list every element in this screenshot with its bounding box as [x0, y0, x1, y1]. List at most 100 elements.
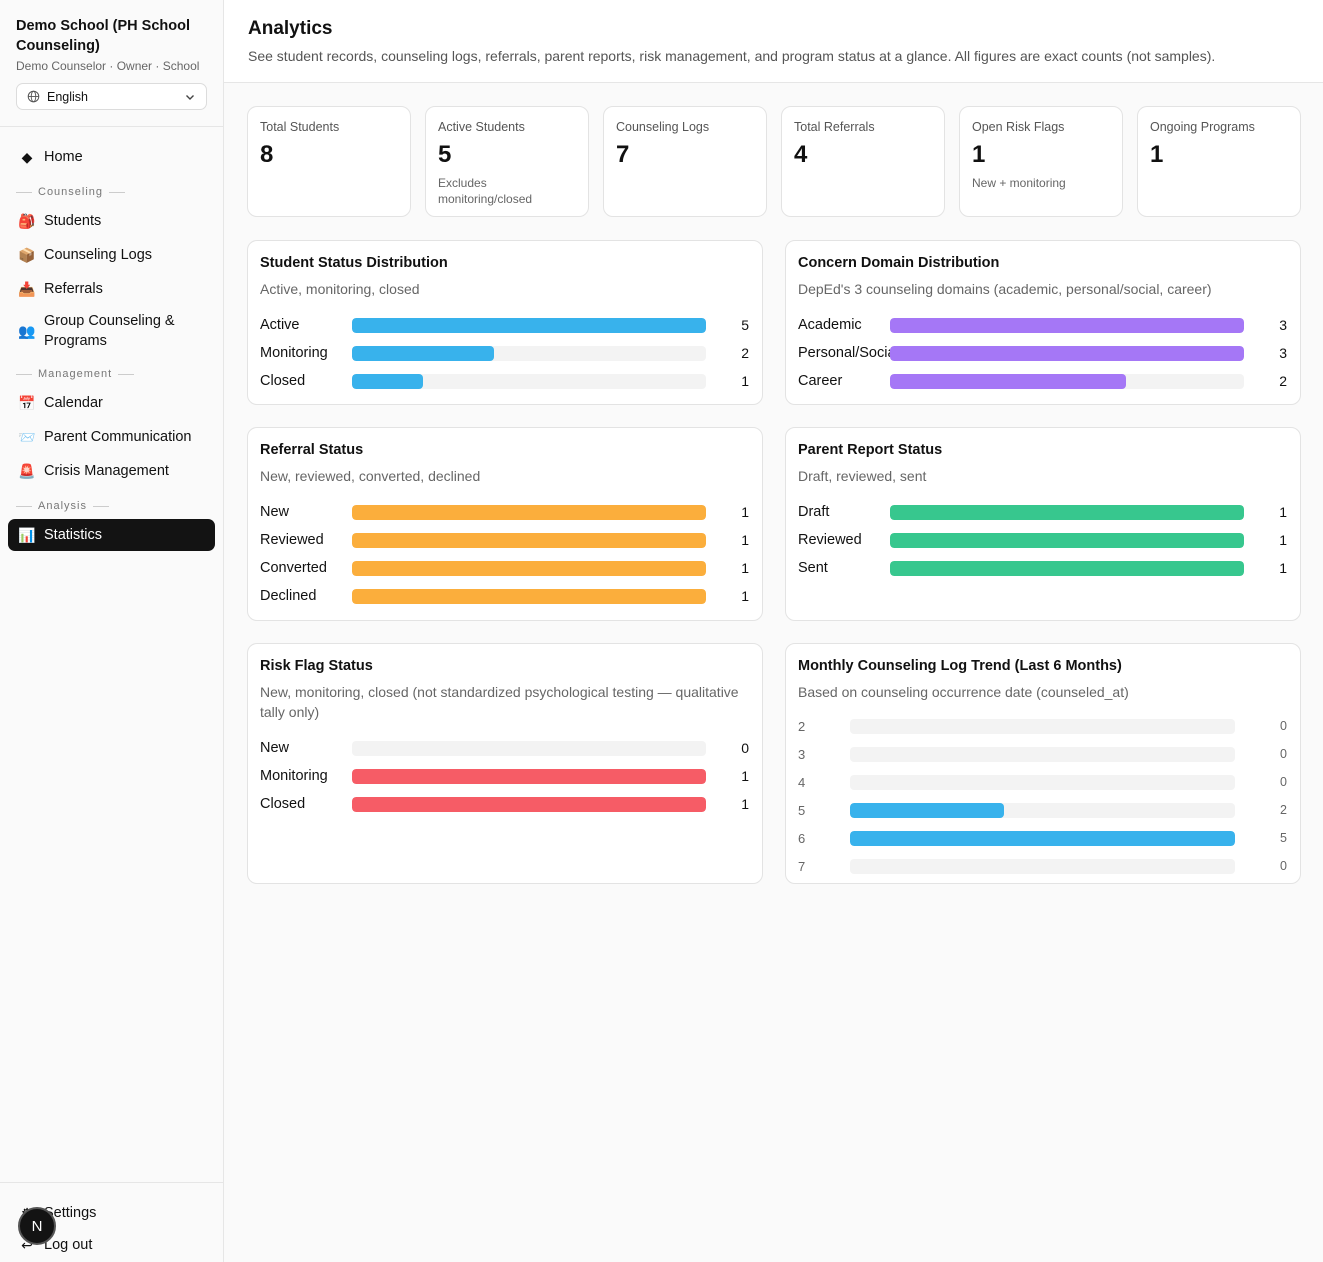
chart-card-concern-domain: Concern Domain Distribution DepEd's 3 co… — [785, 240, 1301, 405]
bar — [352, 588, 706, 604]
bar-value-label: 1 — [741, 588, 749, 604]
bar — [352, 317, 706, 333]
chart-card-monthly-trend: Monthly Counseling Log Trend (Last 6 Mon… — [785, 643, 1301, 884]
bar-value-label: 1 — [741, 796, 749, 812]
bar-track — [850, 774, 1235, 790]
bar — [890, 317, 1244, 333]
page-header: Analytics See student records, counselin… — [224, 0, 1323, 83]
stat-value: 5 — [438, 141, 452, 168]
sidebar-item-label: Calendar — [44, 395, 103, 411]
diamond-icon: ◆ — [21, 148, 33, 165]
bar-value-label: 1 — [741, 373, 749, 389]
bar-value-label: 0 — [1280, 859, 1287, 873]
people-icon: 👥 — [18, 323, 36, 339]
bar — [352, 768, 706, 784]
bar-label: Personal/Social — [798, 345, 890, 361]
sidebar-item-statistics[interactable]: 📊 Statistics — [8, 519, 215, 551]
chart-subtitle: Draft, reviewed, sent — [798, 468, 927, 484]
sidebar-item-counseling-logs[interactable]: 📦 Counseling Logs — [8, 239, 215, 271]
sidebar-item-parent-communication[interactable]: 📨 Parent Communication — [8, 421, 215, 453]
bar-track — [352, 345, 706, 361]
chart-title: Student Status Distribution — [260, 255, 448, 271]
bar-label: Monitoring — [260, 768, 328, 784]
stat-value: 8 — [260, 141, 274, 168]
bar-label: Closed — [260, 796, 306, 812]
stat-value: 1 — [972, 141, 986, 168]
chart-subtitle: New, reviewed, converted, declined — [260, 468, 481, 484]
sidebar-item-label: Crisis Management — [44, 463, 169, 479]
bar-label: 5 — [798, 802, 806, 818]
bar-track — [850, 802, 1235, 818]
bar-label: New — [260, 740, 290, 756]
bar-label: Active — [260, 317, 300, 333]
sidebar-nav: ◆ Home Counseling 🎒 Students 📦 Counselin… — [0, 127, 223, 551]
bar-label: New — [260, 504, 290, 520]
bar-value-label: 0 — [1280, 719, 1287, 733]
stat-note: Excludes monitoring/closed — [438, 176, 533, 206]
bar-track — [352, 532, 706, 548]
bar — [890, 532, 1244, 548]
chart-title: Risk Flag Status — [260, 658, 373, 674]
stat-card-active-students: Active Students 5 Excludes monitoring/cl… — [425, 106, 589, 217]
sidebar-item-referrals[interactable]: 📥 Referrals — [8, 273, 215, 305]
page-description: See student records, counseling logs, re… — [248, 48, 1216, 64]
bar-row: Monitoring 1 — [260, 762, 750, 790]
sidebar-item-students[interactable]: 🎒 Students — [8, 205, 215, 237]
bar — [890, 504, 1244, 520]
bar-label: Career — [798, 373, 843, 389]
section-label-management: Management — [16, 367, 215, 381]
sidebar-item-crisis-management[interactable]: 🚨 Crisis Management — [8, 455, 215, 487]
bar-value-label: 3 — [1279, 317, 1287, 333]
bar-label: 6 — [798, 830, 806, 846]
chart-rows: New 1 Reviewed 1 Converted 1 Declined 1 — [260, 498, 750, 610]
stat-value: 1 — [1150, 141, 1164, 168]
bar-label: 3 — [798, 746, 806, 762]
chart-card-risk-flag-status: Risk Flag Status New, monitoring, closed… — [247, 643, 763, 884]
bar — [352, 560, 706, 576]
sidebar-item-group-counseling[interactable]: 👥 Group Counseling & Programs — [8, 307, 215, 355]
bar — [890, 373, 1126, 389]
bar-row: New 0 — [260, 734, 750, 762]
sidebar-item-calendar[interactable]: 📅 Calendar — [8, 387, 215, 419]
bar-row: Closed 1 — [260, 367, 750, 395]
bar-value-label: 5 — [1280, 831, 1287, 845]
sidebar-item-home[interactable]: ◆ Home — [8, 141, 215, 173]
sidebar-item-label: Statistics — [44, 527, 103, 543]
bar-track — [890, 560, 1244, 576]
language-select[interactable]: English — [16, 83, 207, 110]
bar-row: Sent 1 — [798, 554, 1288, 582]
bar-row: Reviewed 1 — [260, 526, 750, 554]
sidebar-footer: ⚙ Settings ↩ Log out N — [0, 1182, 223, 1262]
school-name: Demo School (PH School Counseling) — [16, 18, 191, 54]
bar-track — [890, 373, 1244, 389]
bar-row: Reviewed 1 — [798, 526, 1288, 554]
chart-card-parent-report-status: Parent Report Status Draft, reviewed, se… — [785, 427, 1301, 621]
stat-cards: Total Students 8 Active Students 5 Exclu… — [247, 106, 1301, 217]
bar-label: Monitoring — [260, 345, 328, 361]
bar-track — [352, 560, 706, 576]
bar-value-label: 1 — [741, 560, 749, 576]
user-avatar-badge[interactable]: N — [18, 1207, 56, 1245]
bar-row: Draft 1 — [798, 498, 1288, 526]
bar — [352, 504, 706, 520]
stat-note: New + monitoring — [972, 176, 1066, 190]
sidebar: Demo School (PH School Counseling) Demo … — [0, 0, 224, 1262]
logout-icon: ↩ — [21, 1236, 33, 1253]
bar-row: Active 5 — [260, 311, 750, 339]
chart-rows: Active 5 Monitoring 2 Closed 1 — [260, 311, 750, 395]
bar-track — [890, 317, 1244, 333]
bar-value-label: 5 — [741, 317, 749, 333]
backpack-icon: 🎒 — [18, 212, 36, 229]
sidebar-item-label: Home — [44, 149, 83, 165]
chart-title: Referral Status — [260, 442, 364, 458]
bar-label: 4 — [798, 774, 806, 790]
box-icon: 📦 — [18, 246, 36, 263]
logout-link[interactable]: ↩ Log out — [8, 1229, 215, 1261]
inbox-icon: 📥 — [18, 280, 36, 297]
bar-row: Career 2 — [798, 367, 1288, 395]
bar-track — [890, 504, 1244, 520]
